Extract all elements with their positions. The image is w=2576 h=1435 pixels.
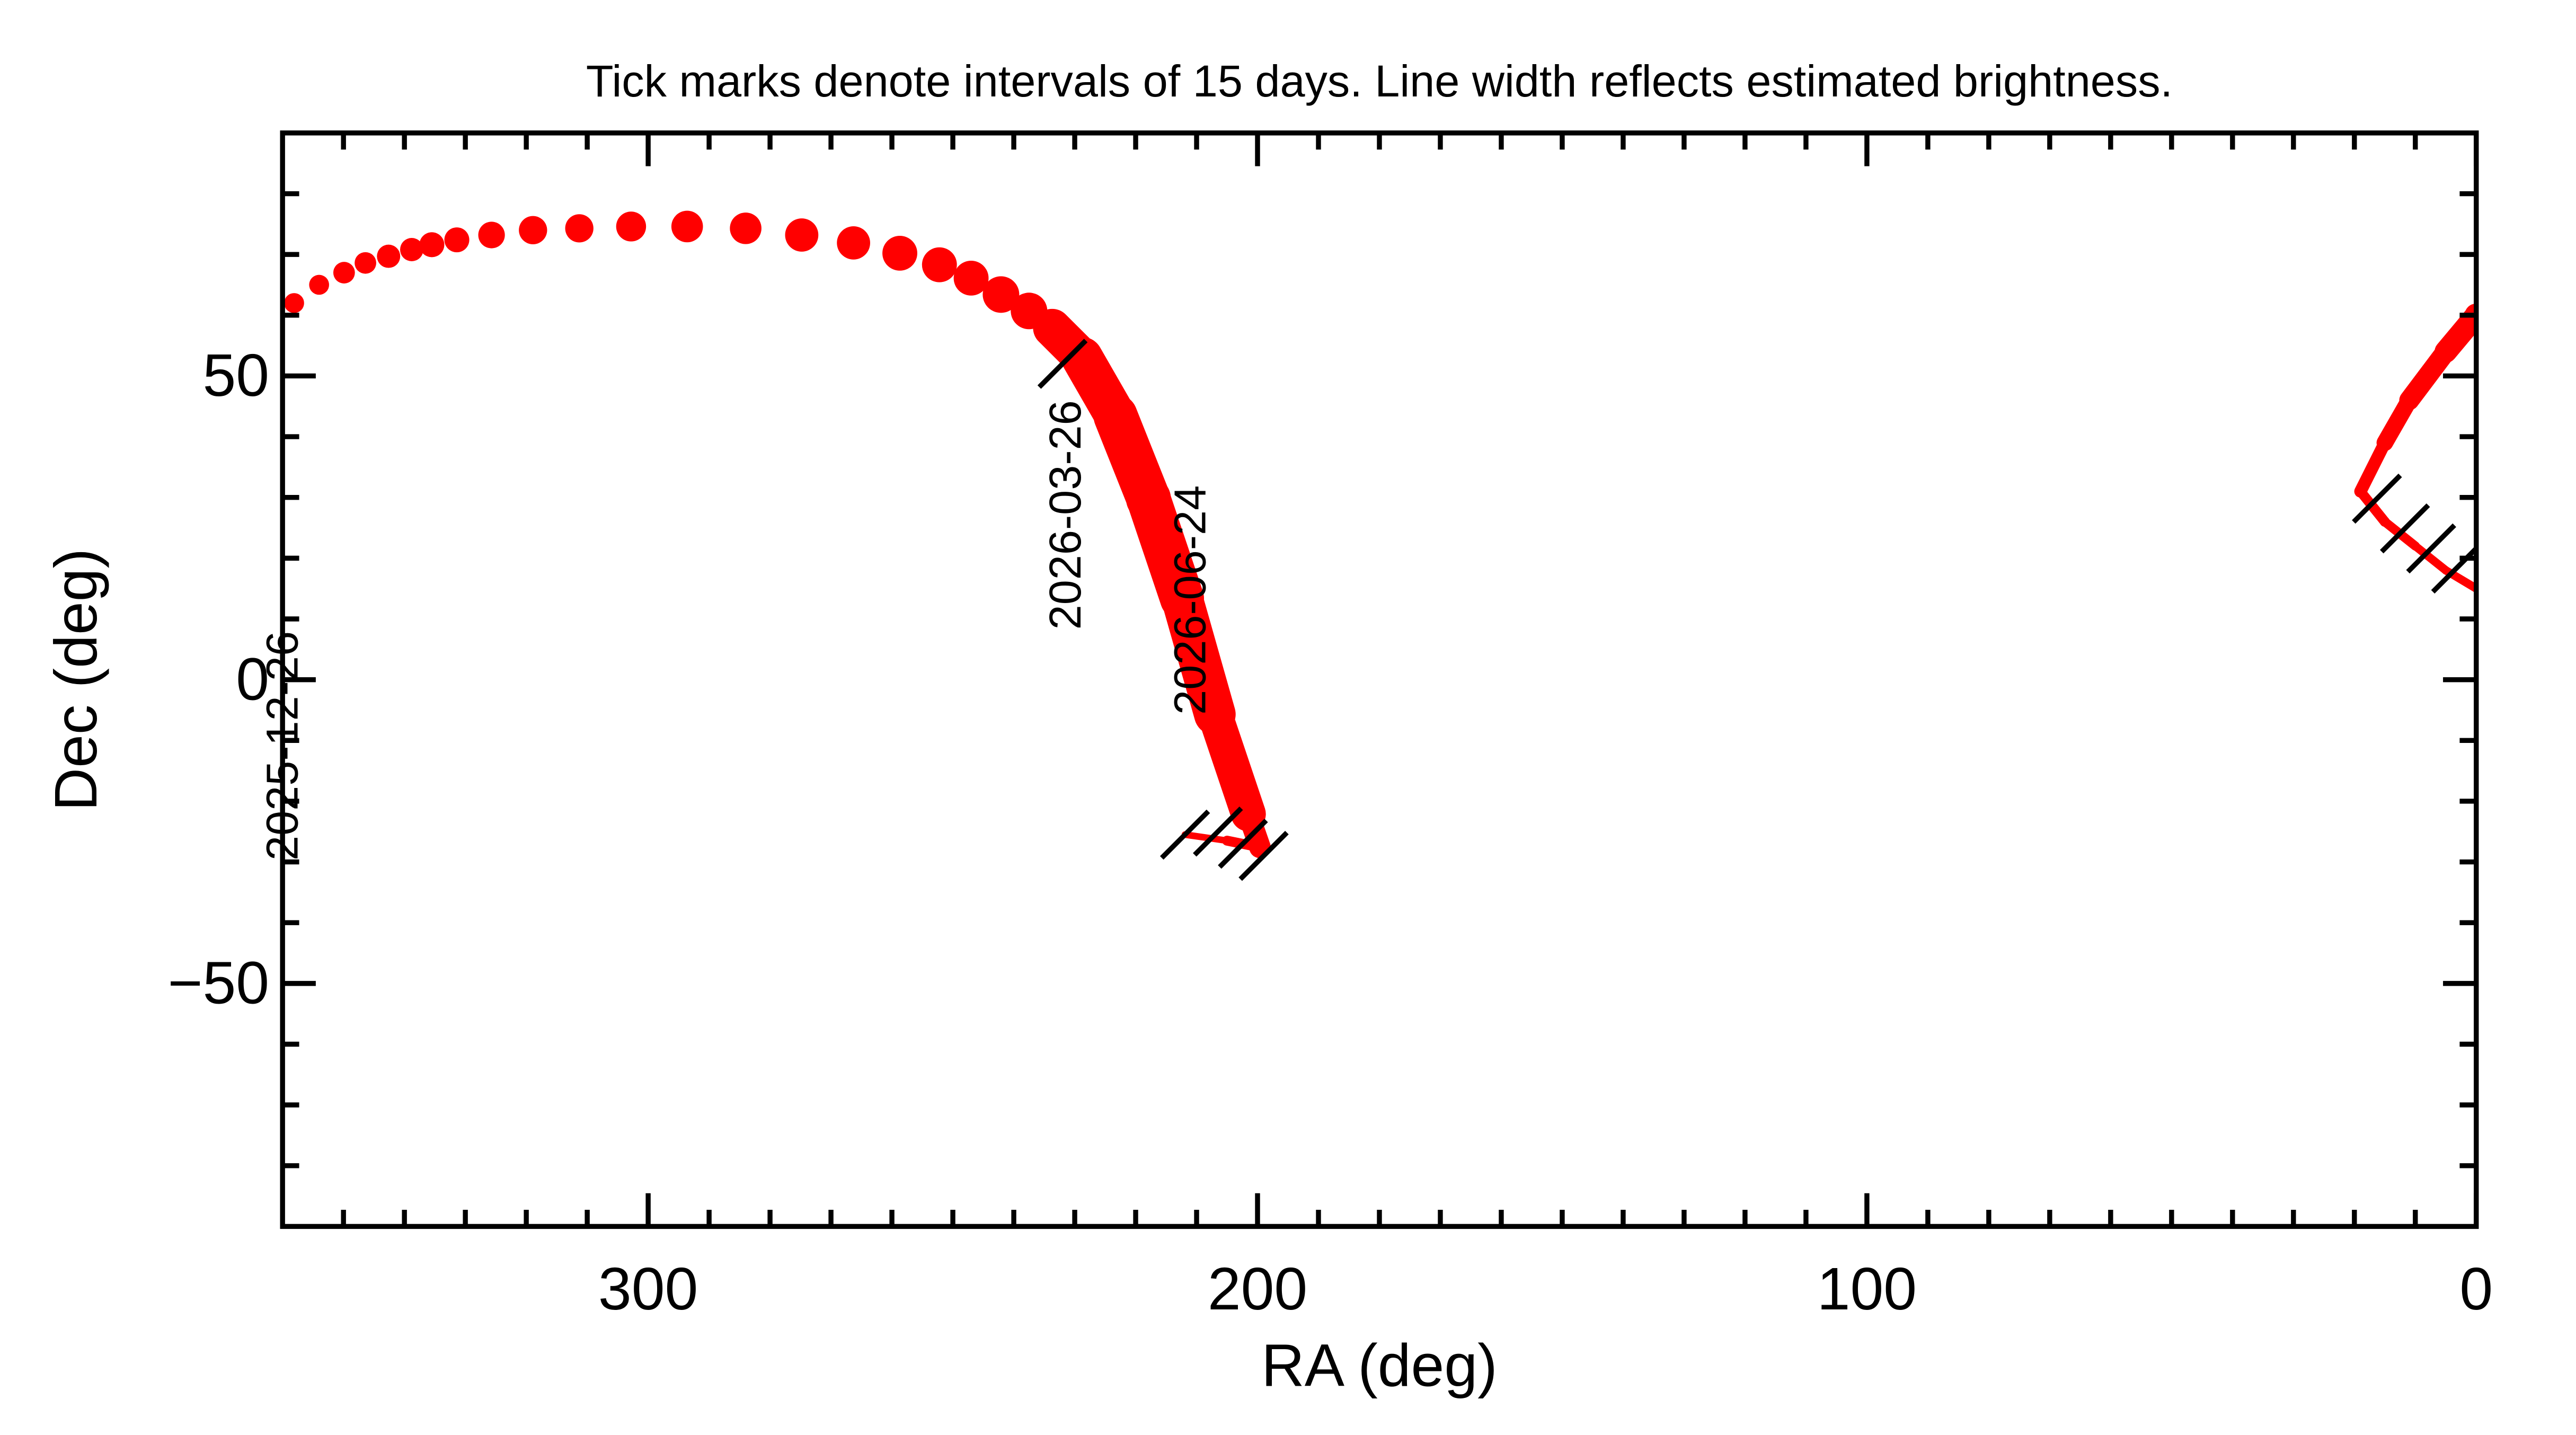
- track-point: [2400, 391, 2419, 410]
- plot-frame: [280, 130, 2479, 1229]
- track-point: [2435, 341, 2457, 362]
- track-point: [1033, 309, 1070, 347]
- track-point: [565, 214, 594, 243]
- track-point: [730, 212, 762, 244]
- y-tick-label: 0: [236, 645, 269, 712]
- track-point: [1062, 338, 1102, 378]
- date-label: 2026-06-24: [1165, 485, 1215, 715]
- track-tick: [1159, 809, 1210, 860]
- track-point: [519, 216, 547, 244]
- x-axis-label: RA (deg): [1261, 1332, 1497, 1398]
- track-point: [671, 210, 703, 243]
- track-point: [1233, 799, 1263, 829]
- track-point: [837, 226, 870, 260]
- track-point: [882, 235, 917, 271]
- track-point: [616, 211, 647, 242]
- track-point: [785, 218, 819, 252]
- track-point: [982, 276, 1020, 313]
- x-tick-label: 200: [1208, 1255, 1307, 1322]
- y-axis-label: Dec (deg): [42, 548, 109, 811]
- track-point: [309, 274, 329, 295]
- track-point: [478, 222, 505, 249]
- track-point: [2441, 566, 2450, 575]
- track-point: [2411, 542, 2420, 551]
- track-point: [922, 247, 957, 282]
- track-point: [377, 244, 401, 268]
- track-tick: [2431, 545, 2476, 594]
- plot-area: [284, 210, 2476, 881]
- track-tick: [2406, 523, 2456, 574]
- track-point: [1194, 694, 1235, 734]
- track-tick: [1037, 339, 1088, 389]
- track-point: [1126, 476, 1171, 521]
- x-tick-label: 100: [1817, 1255, 1917, 1322]
- track-point: [333, 262, 355, 284]
- track-point: [2379, 517, 2390, 527]
- track-point: [284, 293, 304, 313]
- track-point: [400, 238, 423, 261]
- track-point: [1094, 394, 1137, 438]
- track-tick: [1218, 818, 1268, 869]
- track-tick: [2352, 473, 2402, 524]
- track-point: [953, 260, 989, 296]
- track-point: [1224, 837, 1231, 844]
- track-point: [355, 252, 376, 274]
- track-tick: [1193, 807, 1243, 857]
- track-tick: [2380, 503, 2430, 554]
- date-label: 2026-03-26: [1040, 400, 1090, 630]
- x-tick-label: 0: [2459, 1255, 2493, 1322]
- track-point: [2355, 486, 2366, 497]
- track-point: [419, 232, 445, 258]
- track-point: [1253, 840, 1267, 854]
- chart-title: Tick marks denote intervals of 15 days. …: [586, 56, 2173, 106]
- x-tick-label: 300: [598, 1255, 698, 1322]
- track-point: [444, 227, 470, 253]
- track-tick: [1238, 830, 1289, 881]
- track-point: [1160, 577, 1204, 620]
- y-tick-label: −50: [168, 949, 269, 1016]
- y-tick-label: 50: [203, 342, 270, 409]
- track-point: [2377, 435, 2393, 450]
